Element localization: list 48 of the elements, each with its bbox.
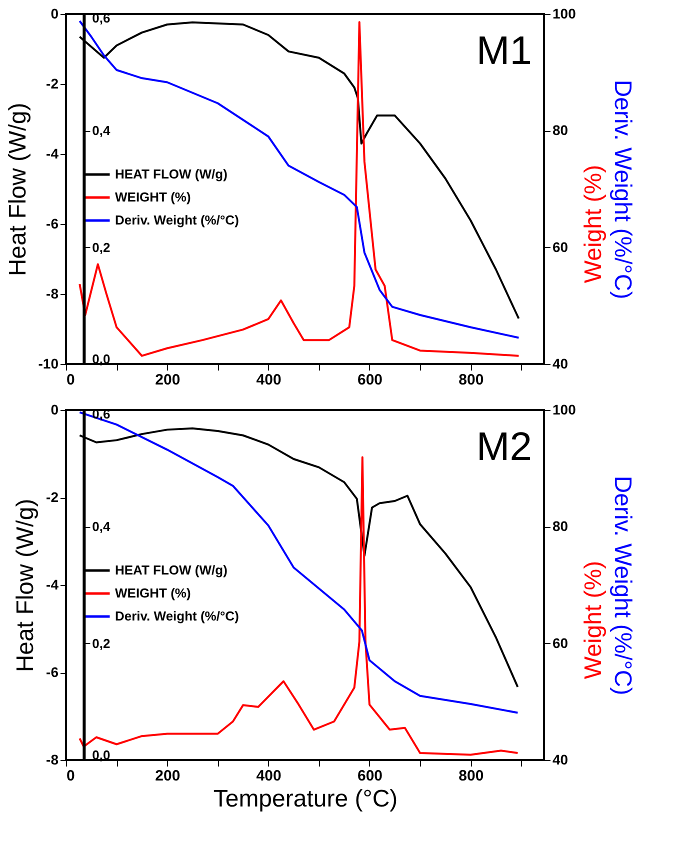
y-axis-title: Heat Flow (W/g): [12, 498, 40, 672]
y-tick-label: -10: [38, 356, 59, 372]
y3-tick-label: 0,4: [92, 123, 112, 138]
y3-axis-title: Weight (%): [580, 164, 607, 284]
y2-tick-label: 60: [552, 634, 568, 651]
x-tick-label: 400: [256, 372, 282, 388]
y-tick-label: -8: [46, 286, 59, 302]
y2-tick-label: 100: [552, 6, 576, 22]
x-tick-label: 0: [66, 372, 75, 388]
y-axis-title: Heat Flow (W/g): [4, 102, 32, 276]
y-tick-label: 0: [50, 402, 59, 418]
y2-axis-title: Deriv. Weight (%/°C): [608, 80, 636, 300]
x-tick-label: 200: [155, 372, 180, 388]
legend-label: HEAT FLOW (W/g): [115, 166, 228, 182]
x-tick-label: 0: [66, 768, 75, 784]
y-tick-label: -6: [46, 216, 59, 232]
x-tick-label: 400: [256, 768, 282, 784]
y-tick-label: -4: [46, 146, 59, 162]
y2-tick-label: 60: [552, 238, 568, 255]
y2-tick-label: 40: [552, 752, 568, 768]
y3-axis-title: Weight (%): [580, 560, 607, 680]
y2-tick-label: 80: [552, 518, 568, 534]
y2-tick-label: 40: [552, 356, 568, 372]
y2-tick-label: 100: [552, 402, 576, 418]
y3-tick-label: 0,4: [92, 519, 112, 534]
x-tick-label: 800: [458, 768, 484, 784]
y-tick-label: -4: [46, 576, 59, 592]
legend-label: WEIGHT (%): [115, 586, 191, 600]
legend-label: Deriv. Weight (%/°C): [115, 608, 239, 624]
legend-label: Deriv. Weight (%/°C): [115, 212, 239, 228]
y3-tick-label: 0,2: [92, 240, 110, 255]
x-tick-label: 600: [357, 372, 383, 388]
y-tick-label: -2: [46, 489, 59, 505]
y2-tick-label: 80: [552, 122, 568, 138]
legend-label: WEIGHT (%): [115, 190, 191, 204]
y-tick-label: -6: [46, 664, 59, 680]
y-tick-label: -2: [46, 76, 59, 92]
annotation: M1: [476, 29, 532, 73]
x-tick-label: 600: [357, 768, 383, 784]
y-tick-label: 0: [50, 6, 59, 22]
x-tick-label: 200: [155, 768, 180, 784]
y-tick-label: -8: [46, 752, 59, 768]
x-tick-label: 800: [458, 372, 484, 388]
y3-tick-label: 0,2: [92, 636, 110, 651]
x-axis-title: Temperature (°C): [213, 786, 398, 812]
y2-axis-title: Deriv. Weight (%/°C): [608, 476, 636, 696]
legend-label: HEAT FLOW (W/g): [115, 562, 228, 578]
annotation: M2: [476, 425, 532, 469]
